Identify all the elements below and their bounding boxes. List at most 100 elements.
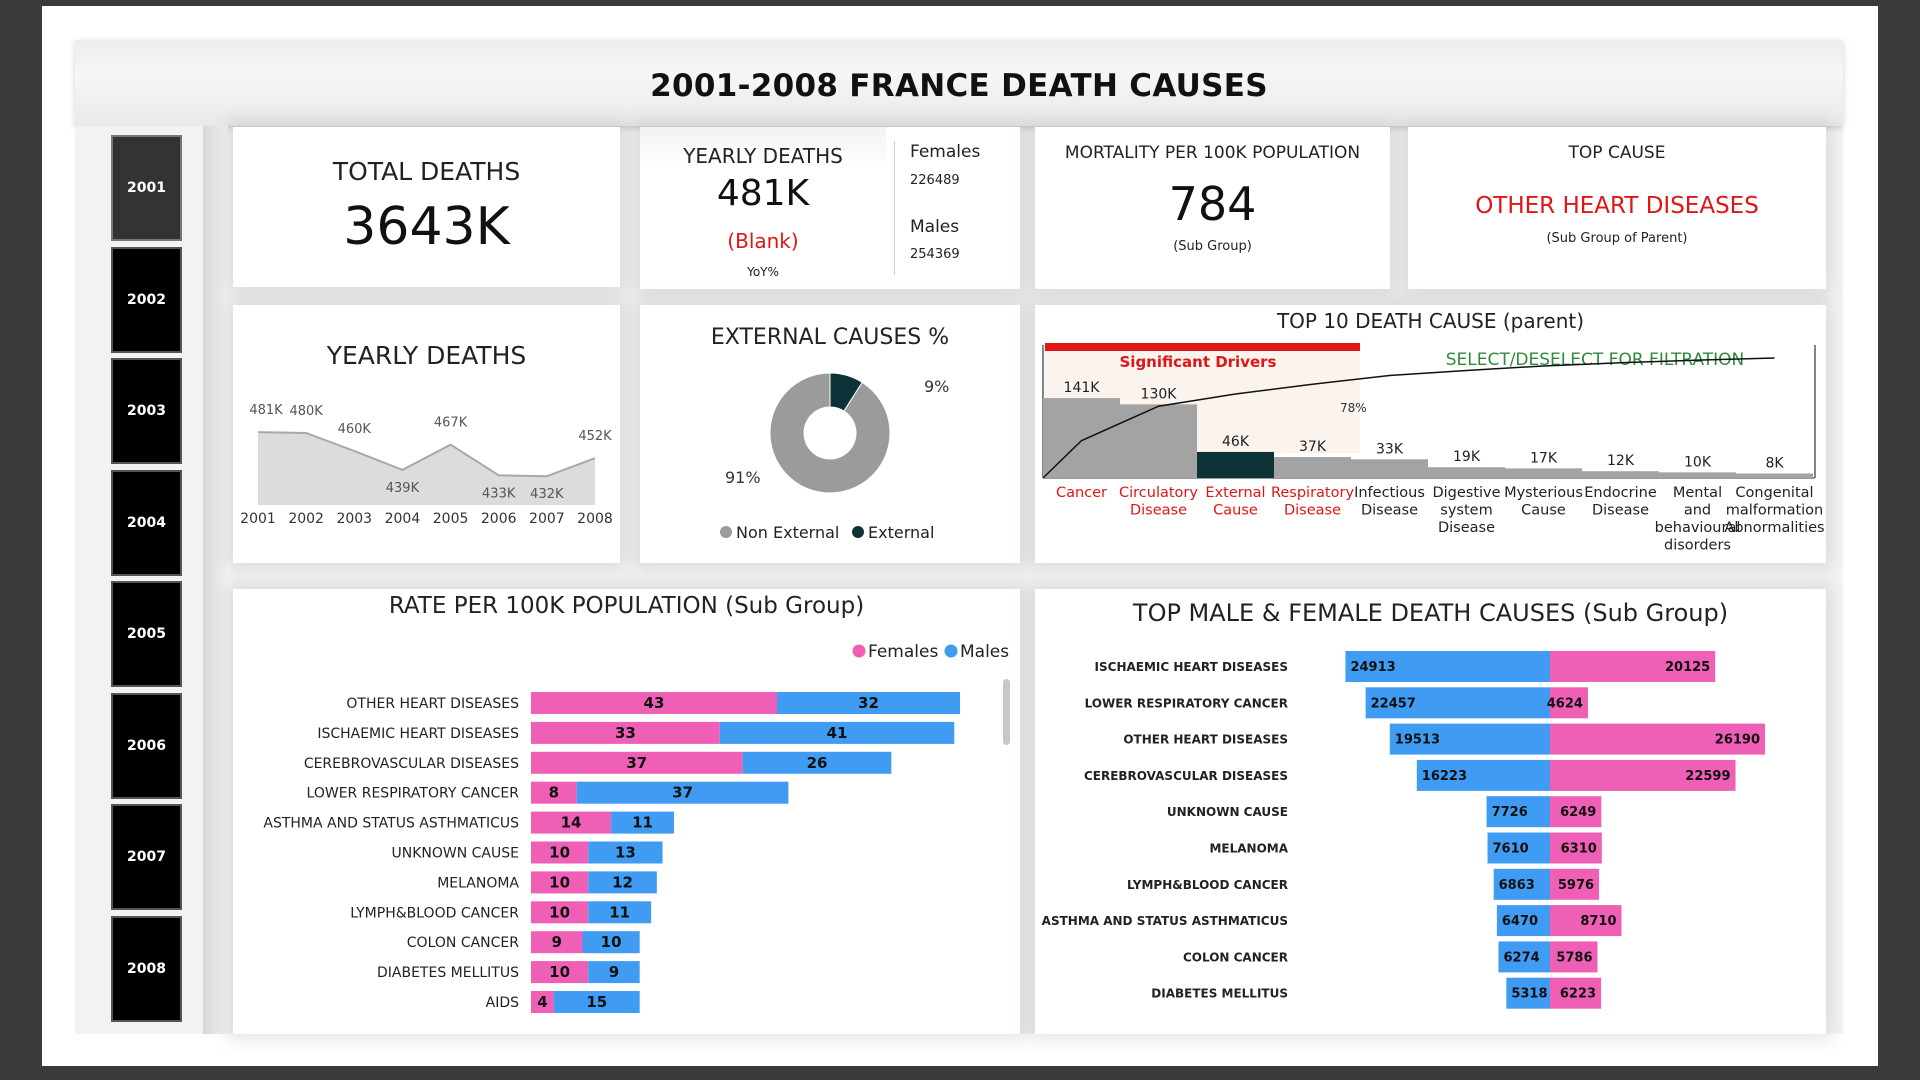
pareto-category-label: Respiratory bbox=[1271, 485, 1354, 501]
rate-value-female: 4 bbox=[537, 993, 547, 1011]
rate-value-female: 10 bbox=[549, 963, 570, 981]
mf-category-label: LOWER RESPIRATORY CANCER bbox=[1085, 696, 1288, 710]
pareto-bar[interactable] bbox=[1505, 468, 1582, 478]
rate-category-label: DIABETES MELLITUS bbox=[377, 965, 519, 981]
pareto-category-label: Infectious bbox=[1354, 485, 1425, 501]
rate-value-female: 10 bbox=[549, 844, 570, 862]
year-button-2004[interactable]: 2004 bbox=[111, 469, 182, 576]
rate-bar-male bbox=[588, 871, 657, 894]
year-button-2005[interactable]: 2005 bbox=[111, 581, 182, 687]
mf-bar-female bbox=[1550, 977, 1602, 1009]
pareto-value-label: 37K bbox=[1299, 439, 1327, 455]
mf-bar-male bbox=[1345, 651, 1550, 682]
pareto-bar[interactable] bbox=[1582, 471, 1659, 478]
yearly-deaths-label: YEARLY DEATHS bbox=[683, 144, 843, 168]
area-x-tick: 2001 bbox=[240, 511, 276, 527]
mf-value-male: 16223 bbox=[1422, 769, 1467, 784]
rate-value-male: 32 bbox=[858, 694, 879, 712]
rate-category-label: OTHER HEART DISEASES bbox=[346, 696, 519, 712]
pareto-value-label: 19K bbox=[1453, 449, 1481, 465]
legend-marker-non-external bbox=[720, 526, 732, 538]
area-x-tick: 2006 bbox=[481, 511, 517, 527]
area-x-tick: 2007 bbox=[529, 511, 565, 527]
mf-bar-male bbox=[1506, 977, 1550, 1009]
total-deaths-label: TOTAL DEATHS bbox=[332, 157, 521, 186]
external-causes-donut: 91% 9% Non External External bbox=[720, 372, 949, 542]
pareto-bar[interactable] bbox=[1659, 472, 1736, 478]
rate-bar-male bbox=[576, 781, 789, 804]
pareto-value-label: 10K bbox=[1684, 454, 1712, 470]
rate-value-male: 37 bbox=[672, 784, 693, 802]
mf-value-male: 6863 bbox=[1499, 878, 1535, 893]
year-button-2006[interactable]: 2006 bbox=[111, 692, 182, 799]
pareto-category-label: Cancer bbox=[1056, 485, 1107, 501]
pareto-bar[interactable] bbox=[1428, 467, 1505, 478]
area-data-label: 481K bbox=[249, 403, 283, 418]
pareto-category-label: Endocrine bbox=[1584, 485, 1657, 501]
rate-value-male: 12 bbox=[612, 873, 633, 891]
year-button-2007[interactable]: 2007 bbox=[111, 804, 182, 910]
page-title: 2001-2008 FRANCE DEATH CAUSES bbox=[650, 68, 1268, 104]
rate-bar-female bbox=[531, 811, 612, 834]
external-causes-card: EXTERNAL CAUSES % bbox=[640, 305, 1020, 563]
pareto-category-label: behavioural bbox=[1655, 520, 1741, 536]
legend-label-males: Males bbox=[960, 642, 1009, 662]
rate-bar-male bbox=[588, 841, 663, 864]
rate-bar-female bbox=[531, 961, 589, 984]
females-label: Females bbox=[910, 142, 981, 162]
scrollbar-thumb[interactable] bbox=[1003, 679, 1010, 745]
mf-category-label: CEREBROVASCULAR DISEASES bbox=[1084, 769, 1288, 783]
top10-pareto-chart[interactable]: Significant Drivers SELECT/DESELECT FOR F… bbox=[1035, 305, 1826, 563]
mf-value-female: 6223 bbox=[1560, 987, 1596, 1002]
males-label: Males bbox=[910, 217, 960, 237]
pareto-category-label: disorders bbox=[1664, 538, 1731, 554]
rate-value-male: 11 bbox=[609, 903, 630, 921]
pareto-category-label: system bbox=[1440, 503, 1492, 519]
pareto-category-label: Disease bbox=[1130, 503, 1187, 519]
rate-bar-male bbox=[611, 811, 674, 834]
title-bar bbox=[75, 40, 1843, 126]
area-x-tick: 2003 bbox=[336, 511, 372, 527]
mf-category-label: OTHER HEART DISEASES bbox=[1123, 733, 1288, 747]
mf-value-male: 22457 bbox=[1371, 696, 1416, 711]
pareto-bar[interactable] bbox=[1120, 404, 1197, 478]
rate-value-female: 33 bbox=[615, 724, 636, 742]
year-button-2002[interactable]: 2002 bbox=[111, 246, 182, 353]
females-value: 226489 bbox=[910, 173, 960, 188]
pareto-cumulative-line bbox=[1042, 357, 1775, 479]
mf-category-label: ASTHMA AND STATUS ASTHMATICUS bbox=[1042, 914, 1288, 928]
mf-bar-female bbox=[1550, 759, 1736, 791]
year-button-2003[interactable]: 2003 bbox=[111, 358, 182, 464]
pareto-category-label: Disease bbox=[1284, 503, 1341, 519]
mf-value-female: 5786 bbox=[1556, 950, 1592, 965]
rate-value-male: 15 bbox=[586, 993, 607, 1011]
pareto-category-label: Congenital bbox=[1735, 485, 1813, 501]
area-data-label: 460K bbox=[338, 422, 372, 437]
pareto-value-label: 12K bbox=[1607, 453, 1635, 469]
legend-label-external: External bbox=[868, 523, 934, 542]
pareto-category-label: Disease bbox=[1592, 503, 1649, 519]
pareto-bar[interactable] bbox=[1197, 451, 1274, 478]
mf-bar-female bbox=[1550, 832, 1602, 864]
pareto-category-label: External bbox=[1205, 485, 1265, 501]
mf-bar-male bbox=[1487, 832, 1550, 864]
year-button-2008[interactable]: 2008 bbox=[111, 915, 182, 1022]
legend-marker-males bbox=[944, 644, 958, 658]
rate-bar-male bbox=[588, 901, 652, 924]
rate-category-label: MELANOMA bbox=[437, 875, 519, 891]
pareto-bar[interactable] bbox=[1736, 473, 1813, 478]
rate-bar-chart: Females Males OTHER HEART DISEASES 43 32 ISCH… bbox=[263, 642, 1009, 1013]
rate-bar-male bbox=[582, 931, 640, 954]
pareto-bar[interactable] bbox=[1274, 457, 1351, 478]
rate-value-female: 10 bbox=[549, 903, 570, 921]
external-causes-title: EXTERNAL CAUSES % bbox=[710, 325, 950, 350]
mf-value-male: 5318 bbox=[1511, 987, 1547, 1002]
year-button-2001[interactable]: 2001 bbox=[111, 135, 182, 241]
mf-value-male: 24913 bbox=[1350, 660, 1395, 675]
rate-value-male: 13 bbox=[615, 844, 636, 862]
males-value: 254369 bbox=[910, 247, 960, 262]
pareto-bar[interactable] bbox=[1351, 459, 1428, 478]
pareto-value-label: 130K bbox=[1141, 386, 1178, 402]
area-x-tick: 2005 bbox=[433, 511, 469, 527]
mf-category-label: UNKNOWN CAUSE bbox=[1167, 805, 1288, 819]
